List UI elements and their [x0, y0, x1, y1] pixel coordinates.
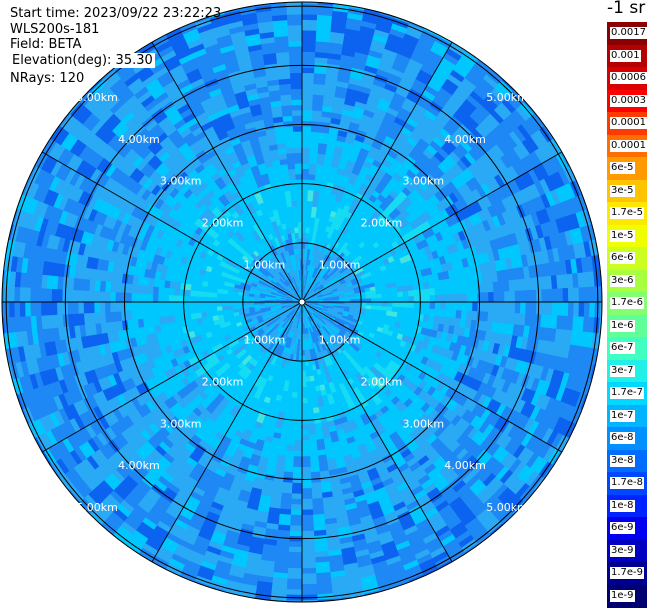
ring-label: 5.00km — [486, 501, 528, 514]
colorbar-tick-label: 1e-6 — [610, 319, 635, 332]
colorbar-band: 1.7e-5 — [607, 202, 647, 225]
colorbar-tick-label: 0.001 — [610, 49, 641, 62]
colorbar-tick-label: 1e-5 — [610, 229, 635, 242]
colorbar-band: 1.7e-9 — [607, 562, 647, 585]
ring-label: 3.00km — [403, 417, 445, 430]
ring-label: 5.00km — [76, 501, 118, 514]
azimuth-spoke — [41, 301, 303, 453]
colorbar-band: 1e-9 — [607, 584, 647, 608]
colorbar-band: 1e-8 — [607, 494, 647, 518]
start-time-label: Start time: 2023/09/22 23:22:23 — [10, 6, 222, 21]
colorbar-band: 1e-6 — [607, 314, 647, 338]
azimuth-spoke — [301, 301, 563, 453]
colorbar-tick-label: 1e-9 — [610, 589, 635, 602]
colorbar-tick-label: 6e-9 — [610, 522, 635, 535]
colorbar-band: 6e-8 — [607, 427, 647, 450]
colorbar-tick-label: 0.00017 — [610, 117, 647, 130]
radar-origin-marker — [298, 298, 306, 306]
colorbar-band: 1e-7 — [607, 404, 647, 428]
ring-label: 4.00km — [444, 133, 486, 146]
colorbar-tick-label: 1.7e-8 — [610, 477, 645, 490]
azimuth-spoke — [301, 151, 563, 303]
ring-label: 4.00km — [118, 459, 160, 472]
colorbar-tick-label: 0.0001 — [610, 139, 647, 152]
ring-label: 3.00km — [160, 175, 202, 188]
ring-label: 1.00km — [244, 334, 286, 347]
colorbar-tick-label: 1e-7 — [610, 409, 635, 422]
ring-label: 2.00km — [202, 375, 244, 388]
colorbar-band: 6e-7 — [607, 337, 647, 360]
colorbar-tick-label: 3e-5 — [610, 184, 635, 197]
range-ring-labels: 1.00km 1.00km 1.00km 1.00km 2.00km 2.00km 2.00… — [76, 91, 528, 514]
colorbar-tick-label: 0.0006 — [610, 72, 647, 85]
colorbar-band: 3e-5 — [607, 179, 647, 203]
colorbar-band: 0.0017 — [607, 22, 647, 45]
colorbar-tick-label: 3e-6 — [610, 274, 635, 287]
colorbar-band: 0.0003 — [607, 89, 647, 113]
ring-label: 1.00km — [319, 334, 361, 347]
colorbar-tick-label: 1.7e-9 — [610, 567, 645, 580]
colorbar-tick-label: 0.0017 — [610, 27, 647, 40]
colorbar-unit-label: -1 sr — [607, 0, 646, 18]
ppi-scan-plot: 1.00km 1.00km 1.00km 1.00km 2.00km 2.00km 2.00… — [1, 1, 603, 603]
azimuth-spoke — [151, 301, 303, 563]
instrument-label: WLS200s-181 — [10, 22, 100, 37]
colorbar-band: 3e-7 — [607, 359, 647, 383]
colorbar: 0.0017 0.001 0.0006 0.0003 0.00017 0.0001 6e-5… — [607, 22, 647, 608]
colorbar-tick-label: 3e-9 — [610, 544, 635, 557]
ring-label: 4.00km — [118, 133, 160, 146]
colorbar-tick-label: 1.7e-5 — [610, 207, 645, 220]
colorbar-band: 6e-5 — [607, 157, 647, 180]
ring-label: 2.00km — [361, 217, 403, 230]
azimuth-spoke — [151, 41, 303, 303]
colorbar-band: 1.7e-7 — [607, 382, 647, 405]
colorbar-tick-label: 6e-8 — [610, 432, 635, 445]
colorbar-band: 3e-8 — [607, 449, 647, 473]
colorbar-band: 0.0001 — [607, 134, 647, 158]
colorbar-tick-label: 6e-6 — [610, 252, 635, 265]
colorbar-tick-label: 0.0003 — [610, 94, 647, 107]
colorbar-tick-label: 1.7e-6 — [610, 297, 645, 310]
azimuth-spoke — [41, 151, 303, 303]
field-label: Field: BETA — [10, 37, 82, 52]
ring-label: 5.00km — [486, 91, 528, 104]
colorbar-tick-label: 3e-8 — [610, 454, 635, 467]
colorbar-band: 1e-5 — [607, 224, 647, 248]
ring-label: 4.00km — [444, 459, 486, 472]
colorbar-tick-label: 3e-7 — [610, 364, 635, 377]
nrays-label: NRays: 120 — [10, 71, 85, 86]
ring-label: 2.00km — [361, 375, 403, 388]
range-azimuth-grid — [1, 1, 603, 603]
ring-label: 2.00km — [202, 217, 244, 230]
ring-label: 5.00km — [76, 91, 118, 104]
ring-label: 3.00km — [403, 175, 445, 188]
colorbar-tick-label: 1.7e-7 — [610, 387, 645, 400]
colorbar-band: 0.00017 — [607, 112, 647, 135]
colorbar-tick-label: 6e-5 — [610, 162, 635, 175]
colorbar-band: 1.7e-8 — [607, 472, 647, 495]
colorbar-band: 0.0006 — [607, 67, 647, 90]
colorbar-band: 3e-6 — [607, 269, 647, 293]
colorbar-band: 0.001 — [607, 44, 647, 68]
ring-label: 3.00km — [160, 417, 202, 430]
colorbar-band: 6e-9 — [607, 517, 647, 540]
colorbar-band: 1.7e-6 — [607, 292, 647, 315]
colorbar-tick-label: 6e-7 — [610, 342, 635, 355]
colorbar-band: 6e-6 — [607, 247, 647, 270]
colorbar-band: 3e-9 — [607, 539, 647, 563]
colorbar-tick-label: 1e-8 — [610, 499, 635, 512]
azimuth-spoke — [301, 41, 453, 303]
ring-label: 1.00km — [244, 258, 286, 271]
ring-label: 1.00km — [319, 258, 361, 271]
azimuth-spoke — [301, 301, 453, 563]
elevation-label: Elevation(deg): 35.30 — [10, 53, 155, 68]
